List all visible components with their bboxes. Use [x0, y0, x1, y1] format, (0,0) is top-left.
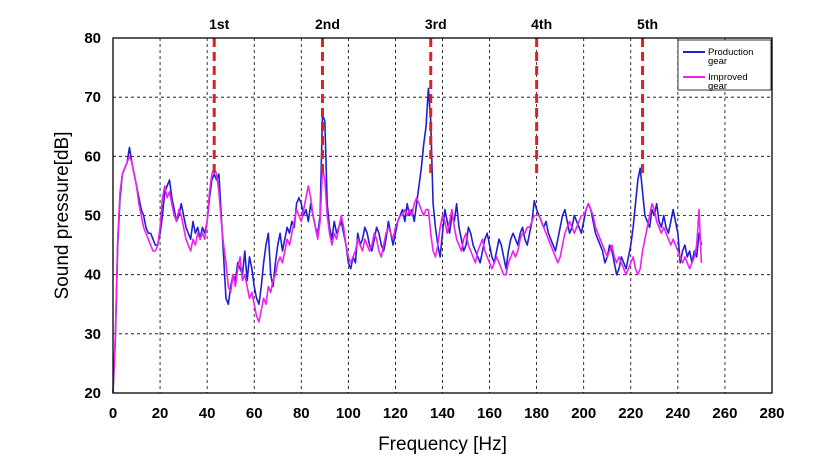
x-axis-title: Frequency [Hz] — [378, 434, 507, 455]
plot-series — [112, 87, 703, 394]
plot-frame — [112, 37, 773, 394]
legend-label-production-gear: Production — [708, 47, 753, 58]
legend-label-production-gear: gear — [708, 56, 727, 67]
y-tick-label: 40 — [84, 267, 101, 284]
y-axis-title: Sound pressure[dB] — [52, 132, 73, 300]
y-tick-label: 30 — [84, 326, 101, 343]
y-tick-label: 50 — [84, 208, 101, 225]
y-tick-label: 80 — [84, 30, 101, 47]
y-tick-label: 70 — [84, 89, 101, 106]
x-axis-ticks: 0 20 40 60 80 100 120 140 160 180 200 220 240 260 280 — [109, 405, 785, 422]
harmonic-label-4th: 4th — [531, 16, 552, 32]
y-axis-ticks: 20 30 40 50 60 70 80 — [84, 30, 101, 402]
x-tick-label: 140 — [430, 405, 455, 422]
x-tick-label: 60 — [246, 405, 263, 422]
x-tick-label: 100 — [336, 405, 361, 422]
harmonic-label-5th: 5th — [637, 16, 658, 32]
y-tick-label: 20 — [84, 385, 101, 402]
x-tick-label: 200 — [571, 405, 596, 422]
harmonic-label-2nd: 2nd — [315, 16, 340, 32]
harmonic-label-3rd: 3rd — [425, 16, 447, 32]
x-tick-label: 180 — [524, 405, 549, 422]
x-tick-label: 240 — [665, 405, 690, 422]
legend-label-improved-gear: Improved — [708, 72, 748, 83]
series-line-improved-gear — [112, 155, 703, 394]
x-tick-label: 20 — [152, 405, 169, 422]
legend-box — [677, 39, 772, 91]
x-tick-label: 160 — [477, 405, 502, 422]
y-tick-label: 60 — [84, 148, 101, 165]
x-tick-label: 220 — [618, 405, 643, 422]
legend-label-improved-gear: gear — [708, 81, 727, 92]
x-tick-label: 0 — [109, 405, 117, 422]
harmonic-label-1st: 1st — [209, 16, 230, 32]
harmonic-markers: 1st 2nd 3rd 4th 5th — [209, 16, 658, 175]
x-tick-label: 280 — [759, 405, 784, 422]
x-tick-label: 260 — [712, 405, 737, 422]
grid-lines — [113, 38, 772, 393]
x-tick-label: 80 — [293, 405, 310, 422]
x-tick-label: 120 — [383, 405, 408, 422]
x-tick-label: 40 — [199, 405, 216, 422]
